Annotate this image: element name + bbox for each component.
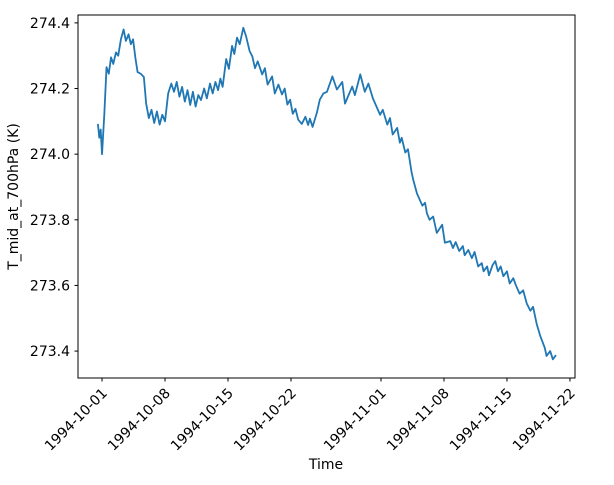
y-tick-label: 273.4 [30, 344, 70, 360]
x-tick-label: 1994-11-15 [447, 386, 516, 455]
x-tick-label: 1994-10-08 [105, 386, 174, 455]
x-tick-label: 1994-11-08 [384, 386, 453, 455]
x-tick-label: 1994-11-22 [510, 386, 579, 455]
x-tick-label: 1994-11-01 [321, 386, 390, 455]
y-axis-label: T_mid_at_700hPa (K) [6, 123, 22, 271]
axes-frame [77, 14, 576, 379]
x-axis-label: Time [308, 457, 343, 473]
y-tick-label: 274.4 [30, 16, 70, 32]
y-tick-label: 274.0 [30, 147, 70, 163]
x-tick-label: 1994-10-15 [168, 386, 237, 455]
y-tick-label: 273.6 [30, 278, 70, 294]
plot-area [78, 15, 575, 378]
data-series [97, 26, 557, 361]
series-line [97, 26, 557, 361]
x-tick-label: 1994-10-01 [42, 386, 111, 455]
y-tick-label: 273.8 [30, 213, 70, 229]
y-tick-label: 274.2 [30, 82, 70, 98]
x-tick-label: 1994-10-22 [231, 386, 300, 455]
